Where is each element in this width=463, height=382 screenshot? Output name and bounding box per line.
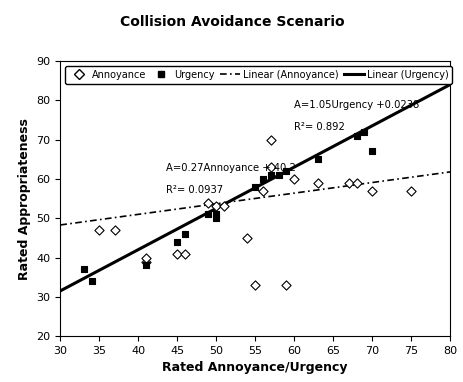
Point <box>173 239 181 245</box>
Point <box>344 180 352 186</box>
Point <box>368 188 375 194</box>
Point <box>181 251 188 257</box>
Legend: Annoyance, Urgency, Linear (Annoyance), Linear (Urgency): Annoyance, Urgency, Linear (Annoyance), … <box>65 66 451 84</box>
Point <box>360 129 367 135</box>
Point <box>313 156 320 162</box>
Point <box>259 176 266 182</box>
Text: A=1.05Urgency +0.0238: A=1.05Urgency +0.0238 <box>294 100 419 110</box>
Point <box>142 254 150 261</box>
Point <box>243 235 250 241</box>
Point <box>80 266 87 272</box>
Point <box>274 172 282 178</box>
Point <box>267 137 274 143</box>
Point <box>259 188 266 194</box>
Y-axis label: Rated Appropriateness: Rated Appropriateness <box>18 118 31 280</box>
Point <box>352 133 359 139</box>
Point <box>88 278 95 284</box>
Point <box>173 251 181 257</box>
Point <box>251 184 258 190</box>
Point <box>142 262 150 269</box>
Point <box>407 188 414 194</box>
Point <box>251 282 258 288</box>
Point <box>181 231 188 237</box>
Point <box>267 172 274 178</box>
Point <box>95 227 103 233</box>
Point <box>204 199 212 206</box>
Text: R²= 0.0937: R²= 0.0937 <box>165 185 222 195</box>
Text: A=0.27Annoyance + 40.2: A=0.27Annoyance + 40.2 <box>165 163 295 173</box>
Point <box>212 215 219 221</box>
Point <box>212 204 219 210</box>
Point <box>282 282 289 288</box>
Point <box>267 164 274 170</box>
X-axis label: Rated Annoyance/Urgency: Rated Annoyance/Urgency <box>162 361 347 374</box>
Point <box>111 227 119 233</box>
Point <box>220 204 227 210</box>
Point <box>282 168 289 174</box>
Text: Collision Avoidance Scenario: Collision Avoidance Scenario <box>119 15 344 29</box>
Point <box>142 259 150 265</box>
Point <box>352 180 359 186</box>
Point <box>313 180 320 186</box>
Point <box>290 176 297 182</box>
Point <box>212 211 219 217</box>
Point <box>368 149 375 155</box>
Point <box>204 211 212 217</box>
Text: R²= 0.892: R²= 0.892 <box>294 122 344 132</box>
